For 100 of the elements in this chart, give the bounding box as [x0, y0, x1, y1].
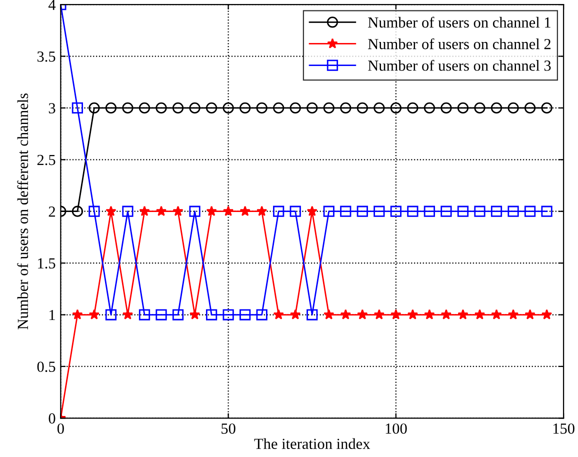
- point: [424, 102, 436, 114]
- point: [156, 102, 167, 114]
- y-tick-label: 0.5: [37, 362, 56, 372]
- point: [440, 206, 452, 217]
- y-tick-label: 2: [48, 206, 55, 217]
- point: [106, 206, 116, 216]
- point: [206, 206, 217, 216]
- point: [122, 206, 134, 217]
- point: [407, 309, 418, 320]
- legend-label: Number of users on channel 3: [368, 60, 551, 71]
- point: [374, 206, 385, 217]
- point: [490, 102, 502, 114]
- y-tick-label: 4: [48, 0, 56, 10]
- y-tick-label: 1: [50, 310, 55, 320]
- point: [340, 102, 352, 114]
- point: [222, 309, 234, 320]
- point: [340, 206, 352, 217]
- point: [356, 102, 368, 114]
- point: [172, 206, 184, 216]
- x-axis-title: The iteration index: [254, 438, 370, 450]
- point: [541, 206, 552, 217]
- point: [138, 102, 150, 114]
- point: [88, 309, 100, 320]
- point: [172, 102, 184, 114]
- point: [206, 102, 218, 114]
- point: [222, 206, 234, 216]
- x-tick-label: 100: [386, 423, 407, 434]
- point: [122, 309, 134, 320]
- point: [491, 309, 502, 320]
- point: [306, 309, 318, 320]
- point: [156, 309, 167, 320]
- point: [490, 206, 502, 217]
- point: [474, 309, 486, 320]
- point: [390, 309, 402, 320]
- y-axis-title: Number of users on defferent channels: [17, 93, 28, 330]
- point: [524, 206, 536, 217]
- point: [324, 309, 334, 320]
- point: [189, 102, 200, 114]
- point: [88, 102, 100, 114]
- legend-label: Number of users on channel 1: [368, 16, 550, 28]
- point: [122, 102, 134, 114]
- point: [273, 206, 284, 217]
- point: [256, 102, 268, 114]
- point: [290, 102, 301, 114]
- point: [206, 309, 218, 320]
- point: [273, 309, 284, 320]
- point: [240, 309, 251, 320]
- point: [323, 206, 334, 217]
- legend-label: Number of users on channel 2: [368, 38, 550, 50]
- point: [222, 102, 234, 114]
- point: [390, 206, 402, 217]
- point: [340, 309, 351, 320]
- point: [138, 309, 150, 320]
- point: [172, 309, 184, 320]
- point: [474, 102, 486, 114]
- point: [256, 206, 268, 216]
- point: [256, 309, 268, 320]
- point: [440, 309, 452, 320]
- x-tick-label: 150: [553, 423, 574, 434]
- point: [356, 206, 368, 217]
- point: [156, 206, 167, 216]
- point: [72, 206, 84, 217]
- x-tick-label: 50: [222, 423, 236, 434]
- point: [458, 309, 468, 320]
- point: [290, 206, 301, 217]
- point: [541, 309, 552, 320]
- point: [306, 206, 318, 216]
- point: [474, 206, 486, 217]
- point: [424, 206, 436, 217]
- point: [105, 309, 117, 320]
- point: [524, 102, 536, 114]
- point: [139, 206, 150, 216]
- y-tick-label: 3.5: [37, 51, 56, 62]
- point: [374, 102, 385, 114]
- point: [508, 309, 519, 320]
- point: [374, 309, 384, 320]
- point: [357, 309, 368, 320]
- point: [72, 309, 83, 320]
- point: [407, 102, 418, 114]
- point: [273, 102, 284, 114]
- point: [440, 102, 452, 114]
- x-tick-label: 0: [57, 423, 64, 434]
- point: [457, 206, 469, 217]
- point: [457, 102, 469, 114]
- point: [524, 309, 536, 320]
- point: [290, 309, 301, 320]
- y-tick-label: 1.5: [38, 258, 56, 269]
- point: [390, 102, 402, 114]
- point: [424, 309, 435, 320]
- point: [508, 102, 519, 114]
- point: [306, 102, 318, 114]
- point: [105, 102, 117, 114]
- point: [240, 206, 250, 216]
- point: [72, 102, 84, 114]
- point: [541, 102, 552, 114]
- y-tick-label: 2.5: [37, 154, 56, 166]
- point: [189, 206, 200, 217]
- point: [407, 206, 418, 217]
- point: [240, 102, 251, 114]
- point: [508, 206, 519, 217]
